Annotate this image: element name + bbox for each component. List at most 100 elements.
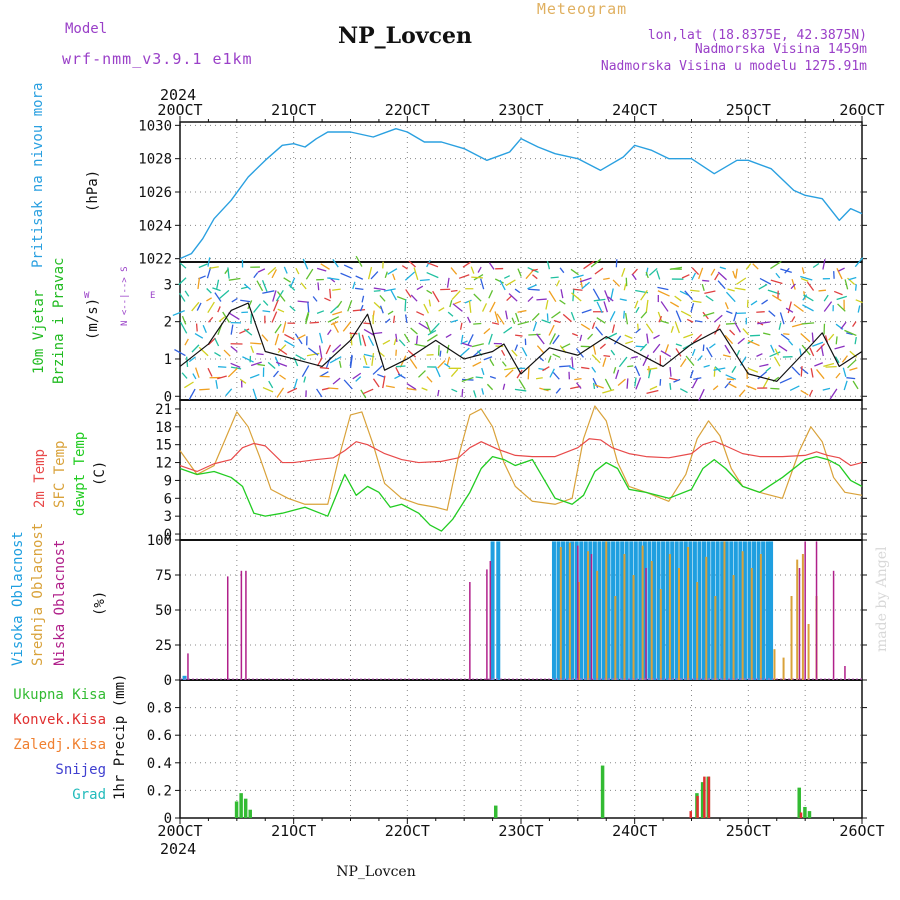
wind-arrow [640, 311, 648, 319]
wind-arrow [295, 354, 306, 361]
wind-arrow [427, 262, 439, 268]
wind-arrow [732, 270, 736, 278]
wind-arrow [426, 271, 439, 279]
wind-arrow [548, 324, 555, 336]
wind-arrow [432, 290, 440, 303]
wind-arrow [546, 260, 551, 270]
cloud-bar-high [579, 541, 584, 680]
cloud-bar-high [765, 541, 770, 680]
wind-arrow [770, 387, 780, 390]
wind-arrow [714, 324, 721, 335]
wind-arrow [669, 382, 672, 390]
precip-bar [707, 776, 711, 818]
wind-arrow [275, 361, 288, 367]
wind-arrow [576, 382, 582, 389]
wind-arrow [268, 380, 274, 389]
wind-arrow [580, 323, 591, 331]
precip-bar [807, 811, 812, 818]
wind-arrow [532, 321, 538, 332]
y-ticks-cloud: 0 25 50 75 100 [147, 533, 172, 689]
wind-arrow [316, 310, 325, 314]
cloud-bar-low [832, 570, 835, 680]
wind-arrow [828, 333, 835, 341]
wind-arrow [202, 324, 207, 333]
wind-arrow [416, 285, 424, 291]
wind-arrow [179, 262, 187, 269]
wind-arrow [181, 372, 188, 379]
wind-arrow [488, 262, 495, 270]
wind-arrow [553, 319, 561, 324]
cloud-label-low: Niska Oblacnost [52, 540, 68, 666]
wind-arrow [387, 310, 394, 315]
cloud-bar-high [629, 541, 634, 680]
wind-arrow [215, 379, 219, 389]
cloud-bar-high [742, 541, 747, 680]
cloud-bar-high [665, 541, 670, 680]
wind-arrow [196, 302, 202, 311]
wind-arrow [302, 258, 309, 270]
wind-arrow [549, 333, 556, 345]
wind-arrow [332, 322, 339, 333]
wind-arrow [489, 375, 496, 380]
cloud-bar-high [711, 541, 716, 680]
cloud-bar-low [645, 568, 647, 680]
wind-arrow [450, 267, 458, 275]
wind-arrow [328, 387, 339, 390]
wind-arrow [271, 311, 278, 323]
cloud-bar-high [633, 541, 638, 680]
wind-arrow [277, 348, 288, 356]
wind-arrow [450, 368, 459, 378]
wind-arrow [775, 272, 781, 279]
panel-frames [175, 121, 867, 819]
wind-arrow [195, 323, 198, 332]
wind-arrow [670, 326, 674, 333]
wind-arrow [634, 300, 639, 309]
cloud-bar-high [729, 541, 734, 680]
wind-arrow [371, 352, 375, 366]
wind-arrow [217, 375, 227, 380]
wind-arrow [382, 339, 391, 345]
wind-arrow [780, 333, 790, 341]
wind-arrow [206, 297, 212, 302]
wind-arrow [267, 266, 277, 276]
cloud-bar-low [469, 582, 471, 680]
cloud-bar-high [692, 541, 697, 680]
wind-arrow [734, 287, 746, 291]
wind-arrow [571, 332, 579, 337]
wind-arrow [181, 315, 187, 325]
wind-arrow [660, 320, 669, 324]
wind-arrow [445, 333, 452, 339]
wind-arrow [481, 303, 488, 312]
wind-barbs [172, 255, 864, 401]
wind-arrow [225, 388, 233, 397]
wind-arrow [217, 306, 221, 313]
cloud-bar-high [182, 675, 187, 680]
wind-arrow [810, 368, 814, 378]
wind-arrow [223, 349, 231, 357]
wind-arrow [184, 338, 189, 346]
cloud-bar-mid [559, 547, 562, 680]
cloud-bar-high [752, 541, 757, 680]
wind-arrow [640, 289, 648, 301]
wind-arrow [243, 283, 252, 290]
wind-arrow [724, 380, 732, 389]
wind-arrow [283, 266, 288, 274]
wind-arrow [571, 292, 582, 302]
wind-arrow [450, 319, 458, 323]
wind-arrow [407, 349, 417, 358]
x-tick-label-bottom: 24OCT [612, 822, 657, 840]
cloud-bar-mid [732, 575, 735, 680]
wind-arrow [579, 334, 583, 342]
wind-arrow [271, 269, 277, 279]
wind-arrow [312, 296, 318, 302]
wind-arrow [451, 388, 458, 393]
wind-arrow [283, 277, 292, 283]
wind-arrow [494, 311, 499, 323]
wind-arrow [702, 311, 715, 317]
wind-arrow [230, 362, 241, 368]
wind-arrow [188, 388, 196, 400]
wind-arrow [385, 385, 395, 389]
wind-arrow [276, 387, 285, 398]
x-axis-top: 20OCT 21OCT 22OCT 23OCT 24OCT 25OCT 26OCT [157, 101, 885, 122]
wind-arrow [282, 321, 287, 333]
